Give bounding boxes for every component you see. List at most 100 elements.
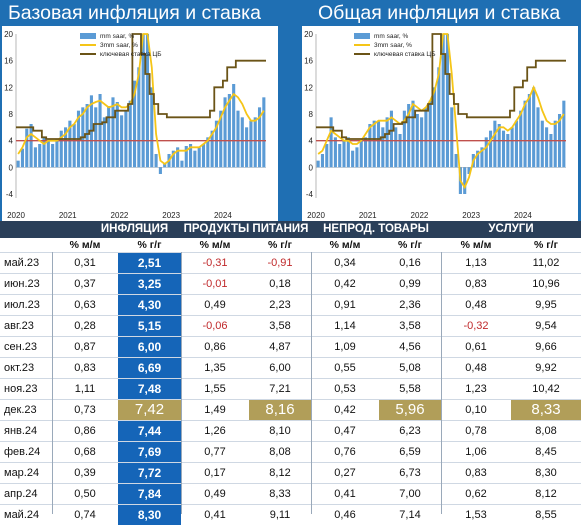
table-cell: 6,00 <box>137 340 162 354</box>
table-row: июл.23 0,63 4,30 0,49 2,23 0,91 2,36 0,48 9,95 <box>0 294 581 315</box>
mm-saar-bar <box>120 115 124 168</box>
table-cell: 9,11 <box>269 509 291 521</box>
mm-saar-bar <box>454 154 458 168</box>
mm-saar-bar <box>253 117 257 168</box>
table-cell: 8,16 <box>249 400 311 420</box>
table-row: май.23 0,31 2,51 -0,31 -0,91 0,34 0,16 1,13 11,0… <box>0 252 581 273</box>
mm-saar-bar <box>424 107 428 168</box>
table-cell: 0,50 <box>74 488 96 500</box>
mm-saar-bar <box>545 127 549 168</box>
mm-saar-bar <box>450 107 454 168</box>
month-label: май.23 <box>4 257 40 269</box>
legend-rate-swatch <box>354 53 370 56</box>
legend-3m-swatch <box>354 44 370 47</box>
table-cell: -0,91 <box>267 257 293 269</box>
mm-saar-bar <box>398 134 402 168</box>
mm-saar-bar <box>523 100 527 168</box>
x-tick-label: 2024 <box>214 211 232 220</box>
group-nonfood: НЕПРОД. ТОВАРЫ <box>323 223 429 235</box>
y-tick-label: 16 <box>4 57 13 66</box>
table-cell: 1,14 <box>334 320 356 332</box>
legend-bars-label: mm saar, % <box>374 33 409 40</box>
inflation-column-bg <box>118 253 181 273</box>
mm-saar-bar <box>163 164 167 168</box>
table-cell: 6,59 <box>399 446 421 458</box>
table-cell: 0,55 <box>334 362 356 374</box>
mm-saar-bar <box>111 97 115 168</box>
mm-saar-bar <box>519 110 523 168</box>
chart-legend: mm saar, % 3mm saar, % ключевая ставка Ц… <box>80 32 161 59</box>
mm-saar-bar <box>249 120 253 168</box>
month-label: сен.23 <box>4 341 37 353</box>
table-cell: 1,53 <box>465 509 487 521</box>
mm-saar-bar <box>338 144 342 168</box>
y-tick-label: -4 <box>6 190 14 199</box>
mm-saar-bar <box>514 120 518 168</box>
table-cell: 4,56 <box>399 341 421 353</box>
month-label: июн.23 <box>4 278 40 290</box>
mm-saar-bar <box>107 106 111 168</box>
mm-saar-bar <box>38 144 42 168</box>
table-row: апр.24 0,50 7,84 0,49 8,33 0,41 7,00 0,62 8,12 <box>0 483 581 504</box>
table-cell: -0,01 <box>202 278 228 290</box>
inflation-column-bg <box>118 358 181 378</box>
highlight-value: 8,33 <box>531 401 561 418</box>
table-cell: 1,09 <box>334 341 356 353</box>
legend-rate-label: ключевая ставка ЦБ <box>100 51 162 58</box>
table-cell: 9,66 <box>535 341 557 353</box>
x-tick-label: 2020 <box>7 211 25 220</box>
table-cell: 7,21 <box>269 383 291 395</box>
y-tick-label: 12 <box>304 83 313 92</box>
mm-saar-bar <box>480 147 484 168</box>
mm-saar-bar <box>536 107 540 168</box>
legend-3m-label: 3mm saar, % <box>374 42 412 49</box>
inflation-table: май.23 0,31 2,51 -0,31 -0,91 0,34 0,16 1,13 11,0… <box>0 252 581 525</box>
mm-saar-bar <box>463 167 467 194</box>
table-cell: 8,30 <box>535 467 557 479</box>
mm-saar-bar <box>240 117 244 168</box>
inflation-column-bg <box>118 442 181 462</box>
x-tick-label: 2021 <box>359 211 377 220</box>
month-label: дек.23 <box>4 404 37 416</box>
table-cell: 8,55 <box>535 509 557 521</box>
mm-saar-bar <box>467 167 471 174</box>
y-tick-label: 20 <box>4 30 13 39</box>
mm-saar-bar <box>197 147 201 168</box>
table-cell: 7,48 <box>137 382 162 396</box>
table-row: июн.23 0,37 3,25 -0,01 0,18 0,42 0,99 0,83 10,96 <box>0 273 581 294</box>
subheader-mm: % м/м <box>329 239 361 251</box>
chart-legend: mm saar, % 3mm saar, % ключевая ставка Ц… <box>354 32 435 59</box>
table-cell: 0,76 <box>334 446 356 458</box>
month-label: июл.23 <box>4 299 40 311</box>
month-label: фев.24 <box>4 446 41 458</box>
highlight-value: 5,96 <box>395 401 425 418</box>
mm-saar-bar <box>68 120 72 168</box>
table-cell: 0,48 <box>465 362 487 374</box>
y-tick-label: 8 <box>9 110 14 119</box>
table-cell: 6,73 <box>399 467 421 479</box>
legend-3m-label: 3mm saar, % <box>100 42 138 49</box>
y-tick-label: 0 <box>9 163 14 172</box>
table-cell: 1,55 <box>204 383 226 395</box>
group-services: УСЛУГИ <box>488 223 534 235</box>
table-cell: 6,69 <box>137 361 162 375</box>
mm-saar-bar <box>389 110 393 168</box>
mm-saar-bar <box>381 127 385 168</box>
x-tick-label: 2022 <box>111 211 129 220</box>
month-label: авг.23 <box>4 320 34 332</box>
table-cell: 0,27 <box>334 467 356 479</box>
mm-saar-bar <box>33 147 37 168</box>
y-tick-label: 12 <box>4 83 13 92</box>
table-row: окт.23 0,83 6,69 1,35 6,00 0,55 5,08 0,48 9,92 <box>0 357 581 378</box>
left-chart-title: Базовая инфляция и ставка <box>8 2 261 24</box>
mm-saar-bar <box>20 148 25 168</box>
y-tick-label: 4 <box>9 137 14 146</box>
table-cell: 4,87 <box>269 341 291 353</box>
table-cell: 2,36 <box>399 299 421 311</box>
table-cell: 0,17 <box>204 467 226 479</box>
table-cell: 0,83 <box>74 362 96 374</box>
table-row: мар.24 0,39 7,72 0,17 8,12 0,27 6,73 0,83 8,30 <box>0 462 581 483</box>
mm-saar-bar <box>553 120 557 168</box>
mm-saar-bar <box>189 144 193 168</box>
month-label: мар.24 <box>4 467 40 479</box>
